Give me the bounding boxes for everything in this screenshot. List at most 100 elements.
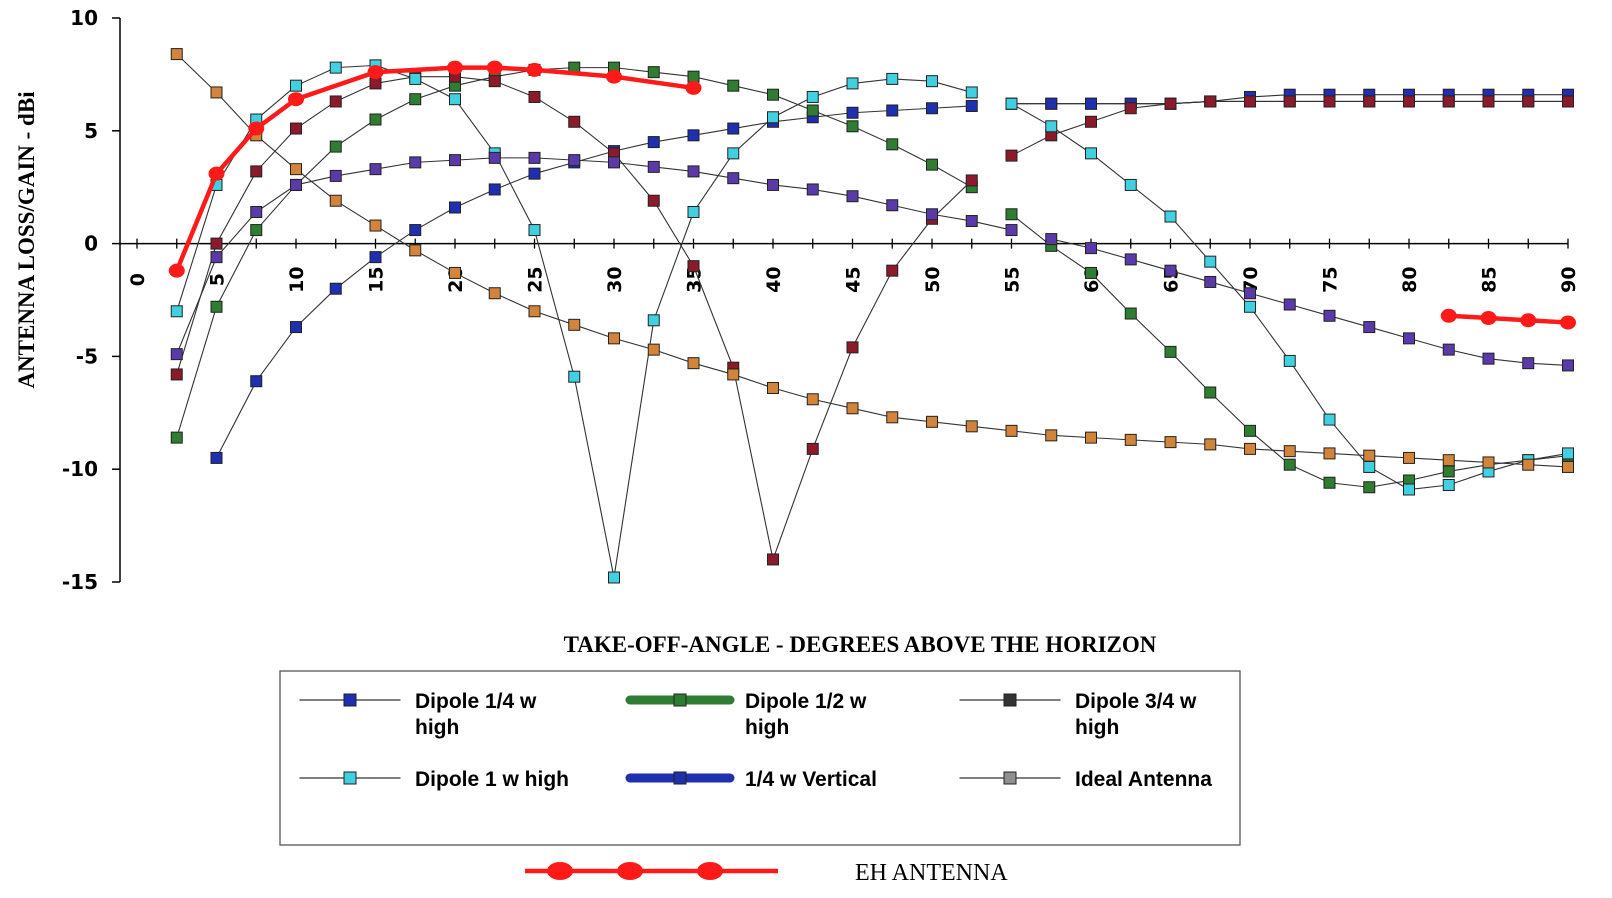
- legend-marker: [343, 693, 357, 707]
- data-point: [647, 136, 660, 149]
- data-point: [767, 178, 779, 191]
- data-point: [727, 122, 740, 135]
- data-point: [1005, 208, 1018, 221]
- legend-label: high: [745, 716, 789, 739]
- y-tick-label: -15: [62, 570, 98, 594]
- data-point: [1363, 449, 1376, 462]
- series-line: [1448, 313, 1569, 325]
- data-point: [1323, 95, 1336, 108]
- data-point: [1005, 149, 1018, 162]
- data-point: [1005, 424, 1018, 437]
- data-point: [1562, 460, 1574, 473]
- data-point: [767, 553, 779, 566]
- data-point: [329, 95, 342, 108]
- data-point: [528, 90, 541, 103]
- legend-marker: [673, 693, 687, 707]
- data-point: [806, 442, 819, 455]
- legend-marker: [343, 771, 357, 785]
- data-point: [528, 224, 541, 237]
- data-point: [1283, 354, 1296, 367]
- data-point: [727, 79, 740, 92]
- x-tick-label: 10: [286, 266, 308, 292]
- legend-marker: [673, 771, 687, 785]
- data-point: [369, 113, 382, 126]
- x-tick-label: 85: [1479, 266, 1501, 292]
- data-point: [647, 66, 660, 79]
- data-point: [1164, 345, 1177, 358]
- data-point: [449, 201, 461, 214]
- data-point: [886, 264, 899, 277]
- data-point: [210, 451, 223, 464]
- y-tick-label: -10: [62, 457, 98, 481]
- data-point: [1244, 287, 1256, 300]
- data-point: [329, 194, 342, 207]
- data-point: [965, 420, 978, 433]
- data-point: [846, 120, 859, 133]
- y-tick-label: -5: [76, 344, 98, 368]
- data-point: [1403, 451, 1415, 464]
- data-point: [687, 357, 700, 370]
- data-point: [170, 431, 183, 444]
- data-point: [1204, 386, 1217, 399]
- data-point: [1045, 97, 1058, 110]
- series-line: [1051, 238, 1569, 366]
- data-point: [1124, 102, 1137, 115]
- data-point: [488, 183, 501, 196]
- data-point: [1204, 95, 1217, 108]
- y-tick-label: 5: [84, 119, 98, 143]
- data-point: [608, 156, 620, 169]
- legend-box: [279, 670, 1241, 846]
- data-point: [886, 411, 899, 424]
- data-point: [1323, 309, 1336, 322]
- y-tick-label: 10: [70, 6, 98, 30]
- data-point: [965, 215, 978, 228]
- x-tick-label: 45: [843, 266, 865, 292]
- data-point: [1482, 95, 1495, 108]
- data-point: [250, 206, 263, 219]
- data-point: [1045, 120, 1058, 133]
- data-point: [1085, 97, 1097, 110]
- data-point: [1442, 478, 1455, 491]
- data-point: [568, 370, 581, 383]
- data-point: [965, 99, 978, 112]
- data-point: [1442, 465, 1455, 478]
- data-point: [1560, 315, 1576, 330]
- data-point: [1244, 95, 1256, 108]
- legend-marker: [1003, 771, 1017, 785]
- data-point: [248, 121, 265, 136]
- data-point: [846, 402, 859, 415]
- x-tick-label: 5: [207, 273, 229, 286]
- data-point: [1045, 233, 1058, 246]
- data-point: [369, 163, 382, 176]
- series-9: [1005, 97, 1574, 496]
- x-tick-label: 30: [604, 266, 626, 292]
- data-point: [767, 111, 779, 124]
- data-point: [1005, 97, 1018, 110]
- data-point: [767, 88, 779, 101]
- data-point: [1164, 97, 1177, 110]
- series-10: [1045, 233, 1574, 372]
- data-point: [687, 260, 700, 273]
- data-point: [1124, 253, 1137, 266]
- data-point: [926, 208, 938, 221]
- legend-item: Dipole 1 w high: [299, 768, 569, 791]
- data-point: [1164, 436, 1177, 449]
- data-point: [1562, 447, 1574, 460]
- series-13: [1440, 308, 1576, 330]
- data-point: [290, 122, 302, 135]
- series-12: [168, 60, 702, 278]
- data-point: [290, 178, 302, 191]
- series-8: [1005, 95, 1574, 162]
- eh-legend-marker: [617, 862, 643, 880]
- data-point: [606, 69, 622, 84]
- data-point: [727, 368, 740, 381]
- x-tick-label: 55: [1002, 266, 1024, 292]
- data-point: [965, 86, 978, 99]
- data-point: [1562, 359, 1574, 372]
- data-point: [767, 381, 779, 394]
- series-4: [170, 151, 1018, 361]
- x-tick-label: 70: [1240, 266, 1262, 292]
- x-tick-label: 15: [366, 266, 388, 292]
